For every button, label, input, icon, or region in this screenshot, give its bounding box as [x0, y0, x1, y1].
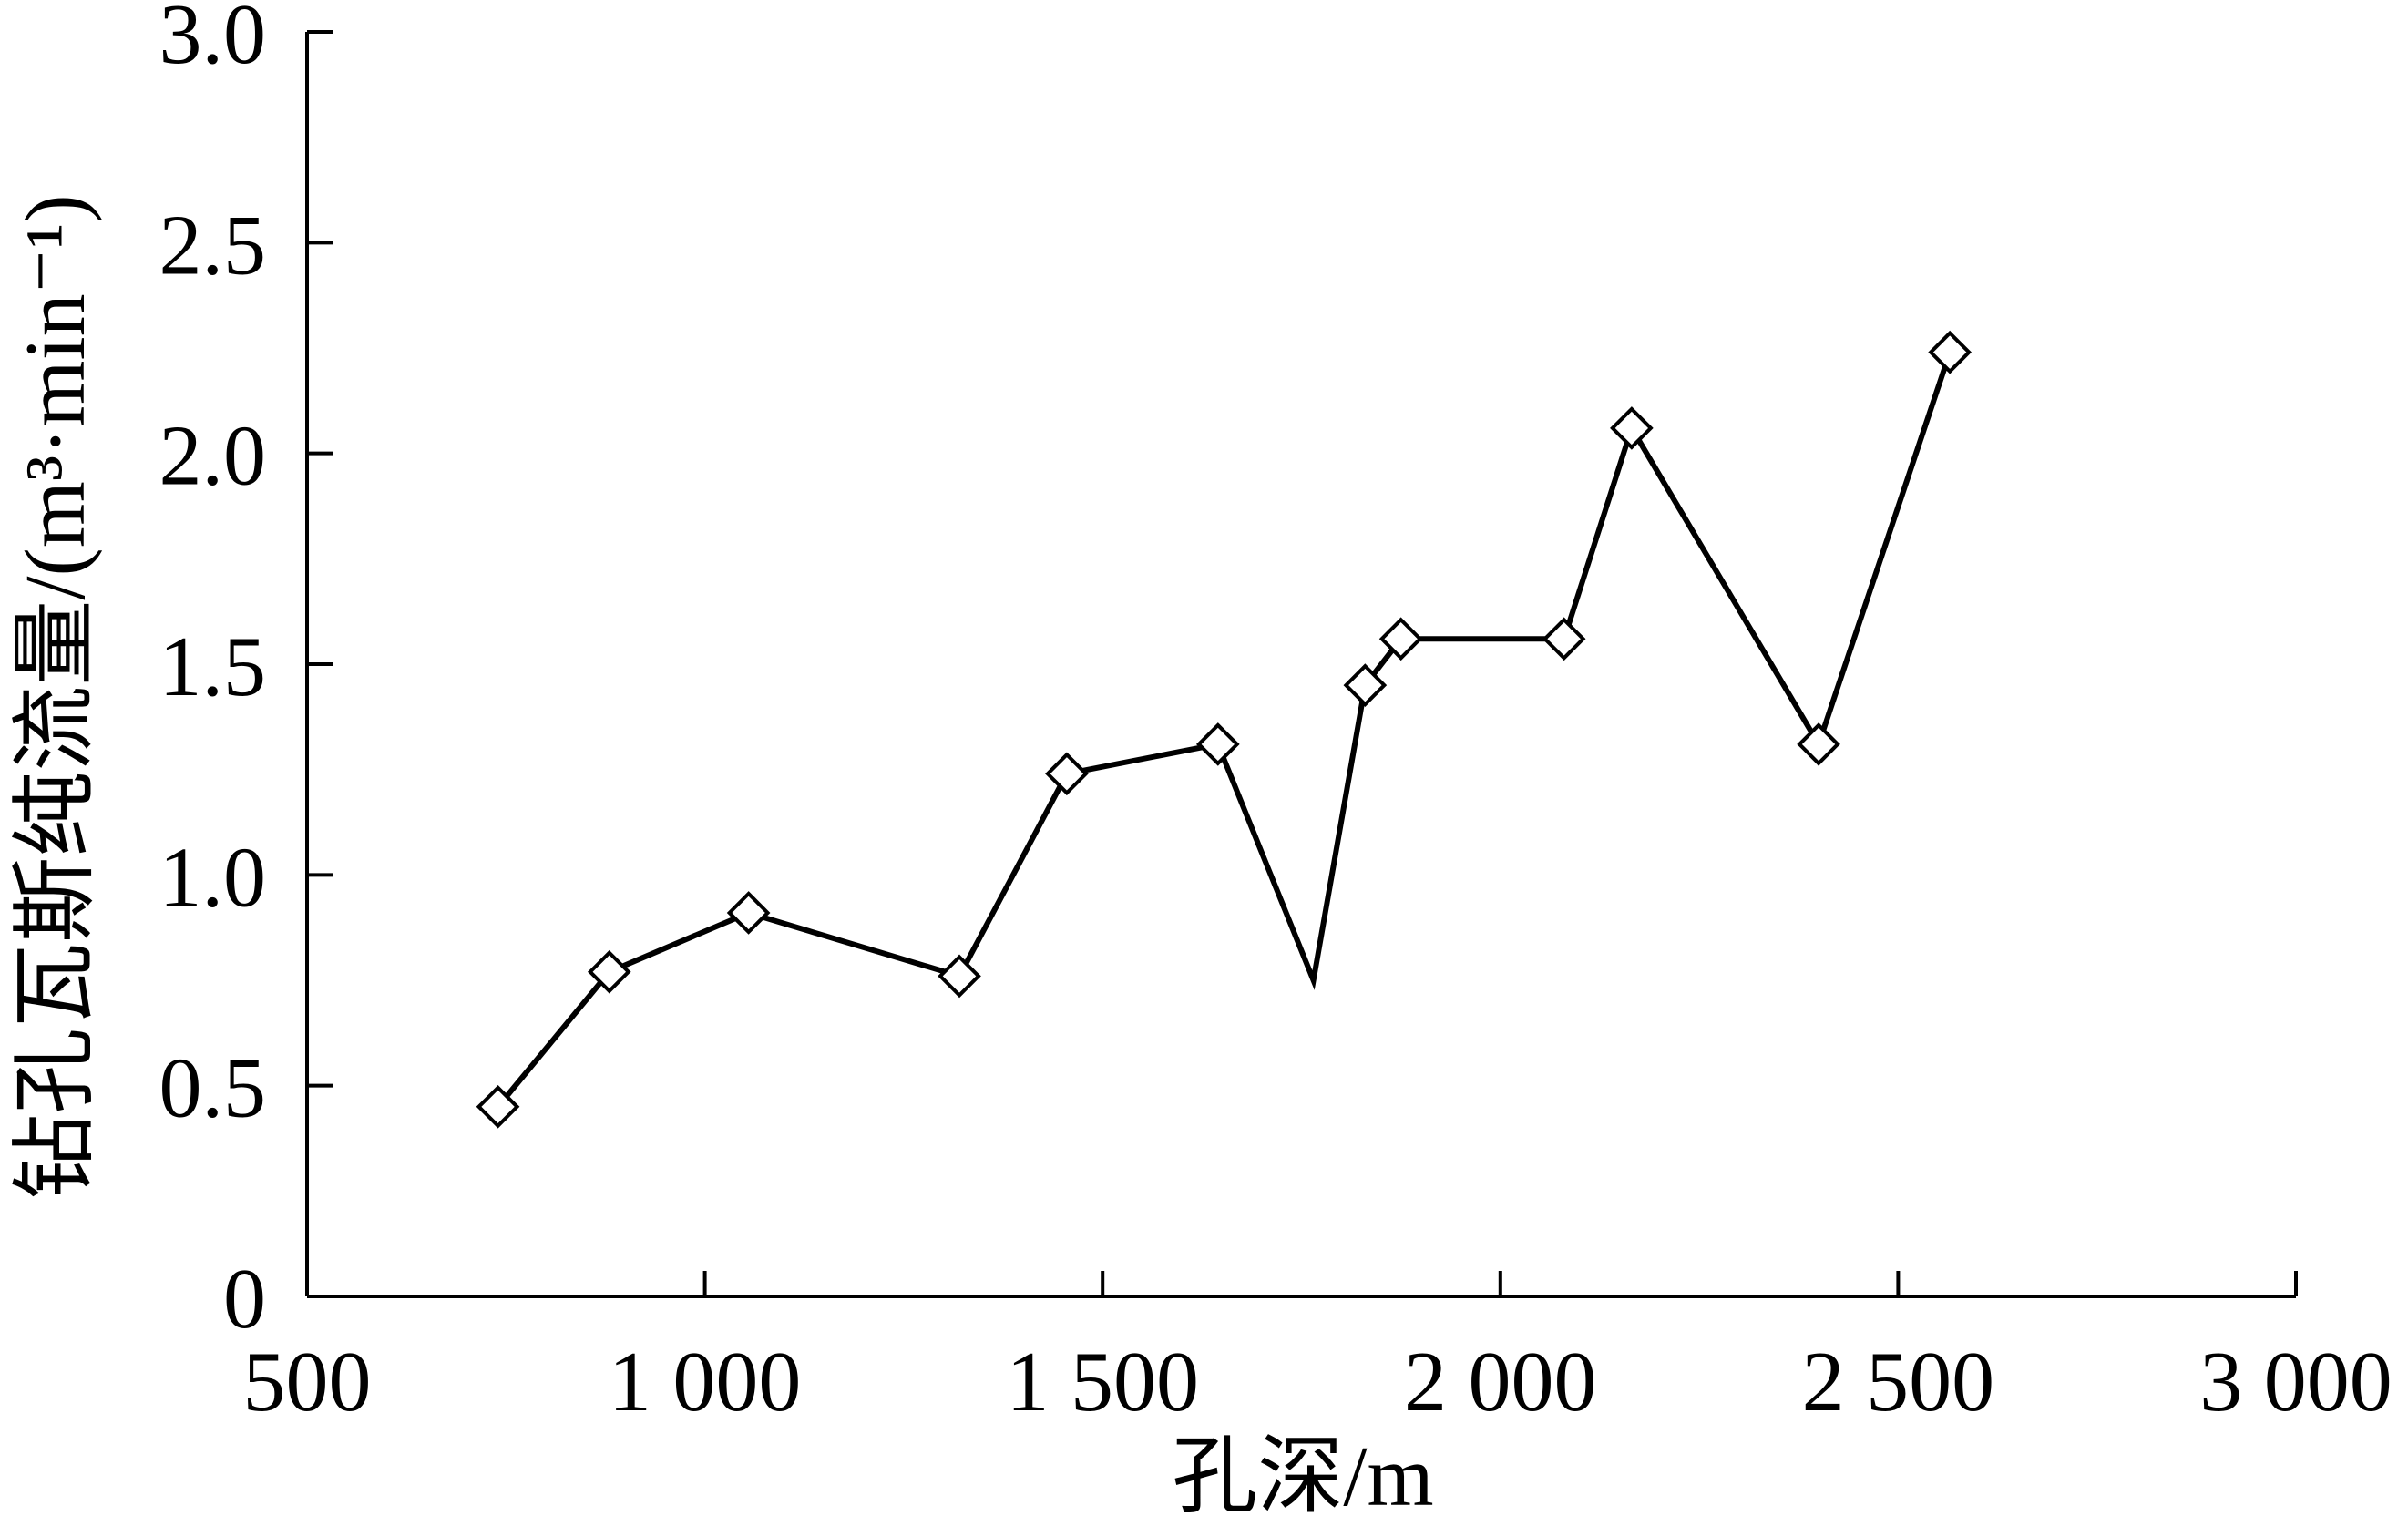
y-tick-label: 3.0 [159, 0, 267, 82]
y-tick-label: 2.5 [159, 198, 267, 292]
data-point-marker [1610, 406, 1654, 450]
y-tick-label: 1.0 [159, 830, 267, 925]
data-point-marker [1542, 617, 1586, 661]
x-tick-label: 1 000 [609, 1335, 802, 1429]
x-axis-label: 孔深/m [1172, 1429, 1433, 1524]
y-tick-label: 2.0 [159, 409, 267, 504]
x-tick-label: 500 [243, 1335, 372, 1429]
y-tick-label: 1.5 [159, 620, 267, 714]
x-tick-label: 2 000 [1404, 1335, 1597, 1429]
data-point-marker [476, 1084, 520, 1129]
data-point-marker [1195, 722, 1240, 766]
data-point-marker [1378, 617, 1423, 661]
data-point-marker [1343, 663, 1388, 707]
data-point-marker [587, 949, 631, 994]
series-layer [476, 330, 1972, 1129]
data-point-marker [1928, 330, 1972, 374]
data-point-marker [1045, 752, 1089, 796]
data-point-marker [1797, 722, 1840, 766]
x-tick-label: 3 000 [2199, 1335, 2393, 1429]
x-tick-label: 1 500 [1006, 1335, 1199, 1429]
x-tick-label: 2 500 [1802, 1335, 1995, 1429]
data-point-marker [938, 954, 981, 999]
y-tick-label: 0 [223, 1252, 266, 1347]
data-point-marker [726, 891, 771, 935]
y-axis-label: 钻孔瓦斯纯流量/(m³·min⁻¹) [8, 194, 103, 1199]
y-axis-ticks: 0 0.5 1.0 1.5 2.0 2.5 3.0 [159, 0, 333, 1347]
y-tick-label: 0.5 [159, 1041, 267, 1136]
axes [305, 32, 2296, 1298]
x-axis-ticks: 500 1 000 1 500 2 000 2 500 3 000 [243, 1271, 2393, 1429]
